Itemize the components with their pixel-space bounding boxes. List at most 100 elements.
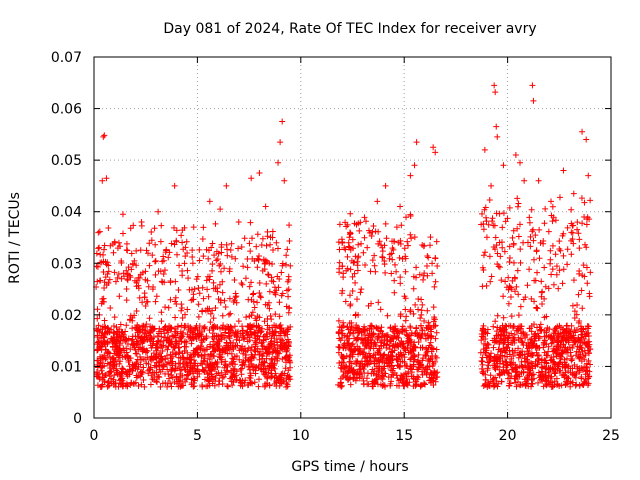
data-point — [204, 286, 211, 293]
data-point — [539, 300, 546, 307]
data-point — [407, 363, 414, 370]
data-point — [378, 242, 385, 249]
data-point — [369, 332, 376, 339]
data-point — [116, 332, 123, 339]
data-point — [553, 346, 560, 353]
data-point — [152, 271, 159, 278]
data-point — [351, 259, 358, 266]
data-point — [487, 353, 494, 360]
data-point — [374, 198, 381, 205]
data-point — [382, 182, 389, 189]
data-point — [524, 380, 531, 387]
data-point — [209, 261, 216, 268]
data-point — [511, 339, 518, 346]
data-point — [255, 256, 262, 263]
data-point — [545, 348, 552, 355]
data-point — [544, 324, 551, 331]
data-point — [201, 347, 208, 354]
data-point — [516, 382, 523, 389]
data-point — [339, 353, 346, 360]
data-point — [393, 327, 400, 334]
data-point — [190, 383, 197, 390]
data-point — [528, 350, 535, 357]
data-point — [378, 324, 385, 331]
data-point — [521, 177, 528, 184]
data-point — [530, 371, 537, 378]
data-point — [537, 321, 544, 328]
data-point — [123, 297, 130, 304]
data-point — [565, 375, 572, 382]
data-point — [213, 360, 220, 367]
data-point — [575, 319, 582, 326]
data-point — [397, 376, 404, 383]
data-point — [179, 272, 186, 279]
data-point — [160, 361, 167, 368]
data-point — [98, 367, 105, 374]
data-point — [408, 350, 415, 357]
data-point — [579, 305, 586, 312]
data-point — [560, 266, 567, 273]
data-point — [148, 353, 155, 360]
data-point — [269, 260, 276, 267]
data-point — [225, 325, 232, 332]
data-point — [489, 376, 496, 383]
data-point — [147, 330, 154, 337]
data-point — [173, 374, 180, 381]
data-point — [517, 303, 524, 310]
data-point — [233, 299, 240, 306]
data-point — [135, 363, 142, 370]
data-point — [529, 228, 536, 235]
data-point — [281, 177, 288, 184]
data-point — [543, 313, 550, 320]
data-point — [142, 330, 149, 337]
data-point — [244, 338, 251, 345]
data-point — [492, 89, 499, 96]
data-point — [111, 269, 118, 276]
data-point — [412, 343, 419, 350]
data-point — [105, 279, 112, 286]
data-point — [133, 359, 140, 366]
data-point — [425, 319, 432, 326]
data-point — [245, 296, 252, 303]
data-point — [285, 309, 292, 316]
data-point — [274, 273, 281, 280]
data-point — [530, 97, 537, 104]
data-point — [262, 381, 269, 388]
data-point — [104, 259, 111, 266]
data-point — [279, 370, 286, 377]
data-point — [517, 351, 524, 358]
data-point — [417, 383, 424, 390]
data-point — [477, 349, 484, 356]
data-point — [194, 366, 201, 373]
data-point — [276, 313, 283, 320]
data-point — [285, 354, 292, 361]
data-point — [112, 278, 119, 285]
data-point — [263, 280, 270, 287]
data-point — [248, 175, 255, 182]
data-point — [424, 332, 431, 339]
data-point — [230, 346, 237, 353]
data-point — [287, 376, 294, 383]
data-point — [272, 311, 279, 318]
data-point — [94, 347, 101, 354]
data-point — [149, 342, 156, 349]
data-point — [347, 231, 354, 238]
data-point — [390, 342, 397, 349]
data-point — [157, 349, 164, 356]
data-point — [113, 344, 120, 351]
data-point — [107, 359, 114, 366]
data-point — [104, 328, 111, 335]
data-point — [129, 317, 136, 324]
data-point — [519, 381, 526, 388]
data-point — [542, 205, 549, 212]
data-point — [381, 370, 388, 377]
data-point — [340, 270, 347, 277]
data-point — [349, 288, 356, 295]
data-point — [153, 378, 160, 385]
data-point — [249, 235, 256, 242]
data-point — [172, 314, 179, 321]
data-point — [335, 239, 342, 246]
data-point — [344, 253, 351, 260]
data-point — [279, 356, 286, 363]
data-point — [270, 246, 277, 253]
